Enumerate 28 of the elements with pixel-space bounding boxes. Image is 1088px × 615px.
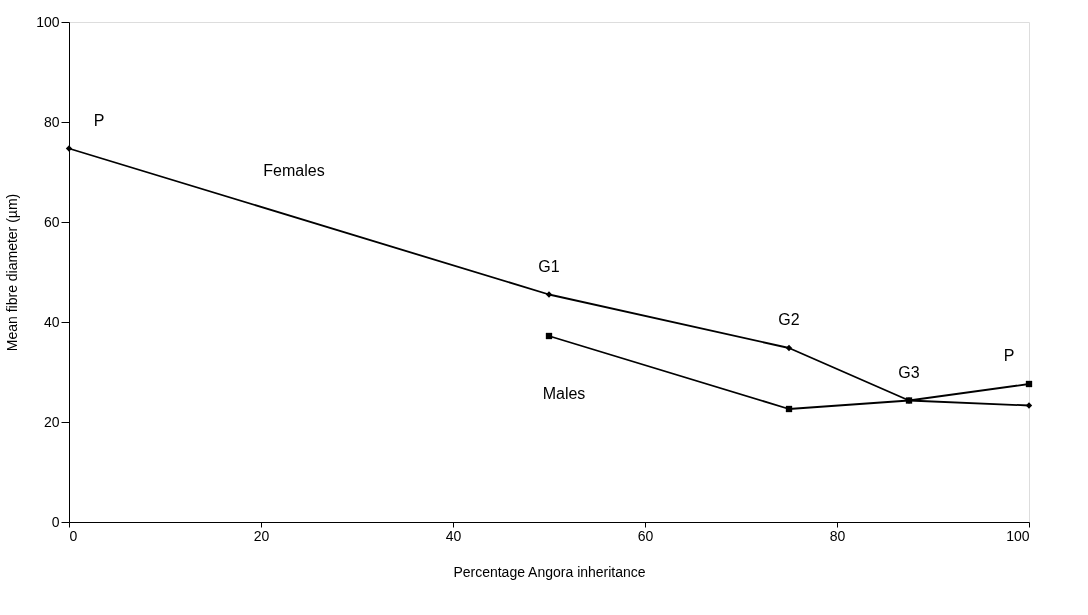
text: Males [542, 385, 586, 402]
y-tick-label: 40 [43, 313, 60, 330]
point [1025, 380, 1033, 388]
x-tick-label: 0 [69, 527, 78, 544]
y-tick-label: 80 [43, 113, 60, 130]
annotation: G3 [898, 363, 920, 381]
annotation: G1 [538, 257, 560, 275]
point [785, 344, 793, 352]
annotation: G2 [778, 311, 800, 328]
point [545, 332, 553, 340]
x-axis-title: Percentage Angora inheritance [453, 563, 646, 580]
point [65, 145, 73, 152]
y-tick-label: 20 [43, 413, 60, 430]
y-tick-label: 100 [36, 13, 60, 30]
y-axis-title: Mean fibre diameter (µm) [4, 193, 21, 352]
annotation: P [1003, 347, 1015, 364]
x-tick-label: 80 [829, 527, 846, 544]
annotation: P [93, 111, 105, 129]
point [545, 291, 553, 298]
series-label: Females [263, 161, 325, 179]
y-tick-label: 60 [43, 213, 60, 230]
point [1025, 402, 1033, 409]
x-tick-label: 40 [445, 527, 462, 544]
point [785, 405, 793, 413]
y-tick-label: 0 [51, 513, 60, 530]
x-tick-label: 60 [637, 527, 654, 544]
x-tick-label: 20 [253, 527, 270, 544]
x-tick-label: 100 [1006, 527, 1030, 544]
